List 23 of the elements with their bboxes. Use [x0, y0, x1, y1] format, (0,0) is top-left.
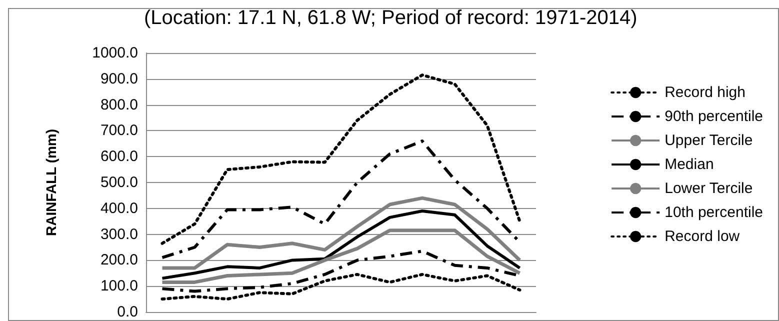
legend-label: Median	[664, 156, 714, 173]
line-series	[160, 272, 522, 301]
y-tick-label: 500.0	[100, 174, 138, 191]
legend-label: Upper Tercile	[664, 132, 753, 149]
y-tick-label: 800.0	[100, 96, 138, 114]
y-axis-title: RAINFALL (mm)	[43, 128, 59, 236]
y-tick-label: 0.0	[117, 304, 138, 320]
line-series	[160, 74, 522, 245]
legend-label: 90th percentile	[664, 108, 764, 125]
chart-title: (Location: 17.1 N, 61.8 W; Period of record: 1971-2014)	[144, 7, 638, 29]
legend-label: Record high	[664, 84, 746, 101]
y-tick-label: 200.0	[100, 252, 138, 269]
y-tick-label: 1000.0	[92, 44, 138, 62]
legend-label: Record low	[664, 228, 740, 245]
y-tick-label: 900.0	[100, 70, 138, 88]
y-tick-label: 100.0	[100, 278, 138, 295]
line-series	[160, 209, 522, 280]
legend-label: Lower Tercile	[664, 180, 753, 197]
y-tick-label: 700.0	[100, 122, 138, 140]
legend-label: 10th percentile	[664, 204, 764, 221]
y-tick-label: 300.0	[100, 226, 138, 243]
y-tick-label: 600.0	[100, 148, 138, 166]
y-tick-label: 400.0	[100, 200, 138, 217]
